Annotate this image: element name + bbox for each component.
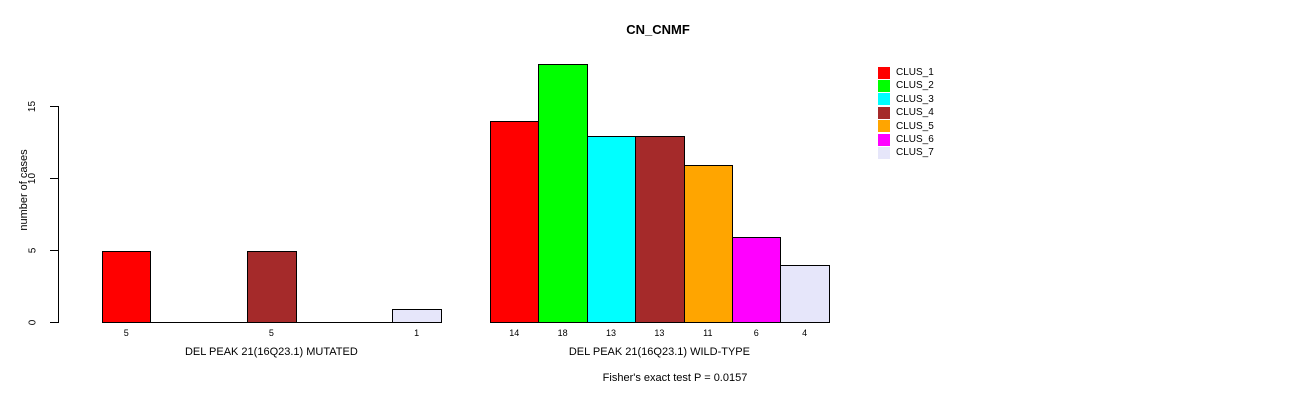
legend-label: CLUS_6 [896,134,934,145]
legend-item: CLUS_7 [878,146,934,159]
y-axis-tick-label-text: 10 [27,172,39,184]
bar-clus_6 [732,236,782,323]
bar-value-label: 1 [414,328,420,338]
bar-value-label: 5 [268,328,274,338]
legend-label: CLUS_5 [896,120,934,132]
legend-label: CLUS_2 [896,80,934,92]
bar-value-label: 5 [123,328,129,338]
bar-value-label: 11 [703,328,713,338]
legend-label: CLUS_4 [896,107,934,119]
bar-clus_5 [683,164,733,323]
bar-clus_2 [538,63,588,323]
bar-value-label: 4 [802,328,808,338]
y-axis-tick-label: 0 [21,310,45,334]
legend-swatch [878,120,890,133]
legend-label: CLUS_3 [896,93,934,105]
legend-swatch [878,66,890,79]
legend-item: CLUS_3 [878,93,934,106]
x-axis-group-label: DEL PEAK 21(16Q23.1) MUTATED [184,346,358,358]
legend-item: CLUS_5 [878,120,934,133]
legend-label: CLUS_7 [896,147,934,159]
legend-swatch [878,146,890,159]
bar-clus_1 [102,251,152,323]
y-axis-tick-label-text: 15 [27,100,39,112]
legend-item: CLUS_2 [878,79,934,92]
legend-item: CLUS_6 [878,133,934,146]
legend-swatch [878,93,890,106]
y-axis-tick-label: 5 [21,238,45,262]
bar-value-label: 14 [509,328,520,338]
bar-value-label: 18 [557,328,568,338]
legend-label: CLUS_1 [896,67,934,78]
bar-clus_7 [780,265,830,323]
legend-swatch [878,133,890,146]
bar-clus_3 [586,135,637,323]
y-axis-line [58,106,59,323]
bar-clus_4 [247,251,297,323]
y-axis-tick [50,250,58,251]
y-axis-tick [50,178,58,179]
fisher-test-annotation: Fisher's exact test P = 0.0157 [602,372,748,384]
y-axis-tick-label: 15 [21,94,45,118]
bar-value-label: 13 [654,328,665,338]
y-axis-tick-label-text: 5 [27,247,39,253]
bar-value-label: 6 [753,328,759,338]
bar-clus_7 [392,308,442,323]
y-axis-tick [50,106,58,107]
legend-item: CLUS_4 [878,106,934,119]
y-axis-tick [50,322,58,323]
legend-item: CLUS_1 [878,66,934,79]
x-axis-group-label: DEL PEAK 21(16Q23.1) WILD-TYPE [568,346,750,358]
chart-title: CN_CNMF [626,22,690,37]
bar-clus_4 [635,135,685,323]
y-axis-tick-label-text: 0 [27,319,39,325]
legend-swatch [878,79,890,92]
legend-swatch [878,106,890,119]
bar-clus_1 [490,121,540,323]
y-axis-tick-label: 10 [21,166,45,190]
bar-value-label: 13 [605,328,616,338]
